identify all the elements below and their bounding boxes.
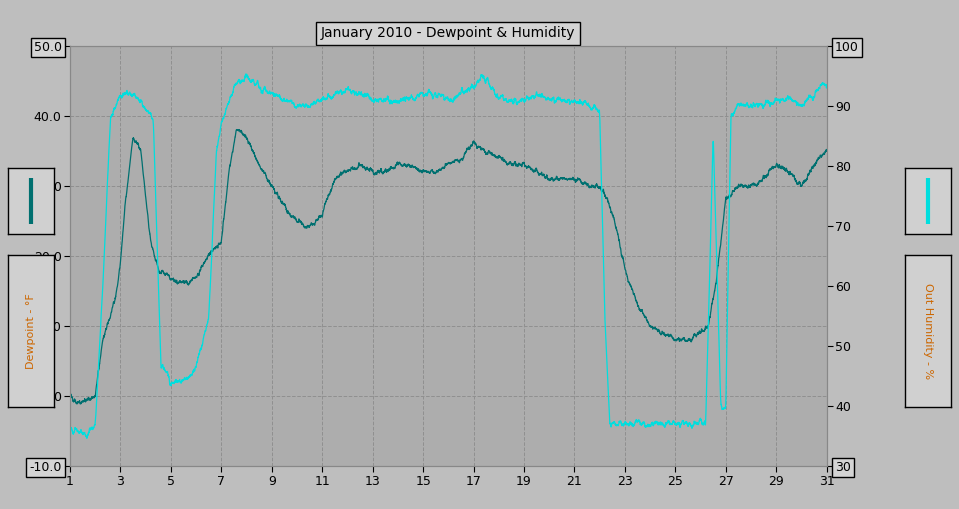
- Text: Out Humidity - %: Out Humidity - %: [924, 283, 933, 379]
- Text: Dewpoint - °F: Dewpoint - °F: [26, 293, 35, 369]
- Title: January 2010 - Dewpoint & Humidity: January 2010 - Dewpoint & Humidity: [321, 26, 575, 41]
